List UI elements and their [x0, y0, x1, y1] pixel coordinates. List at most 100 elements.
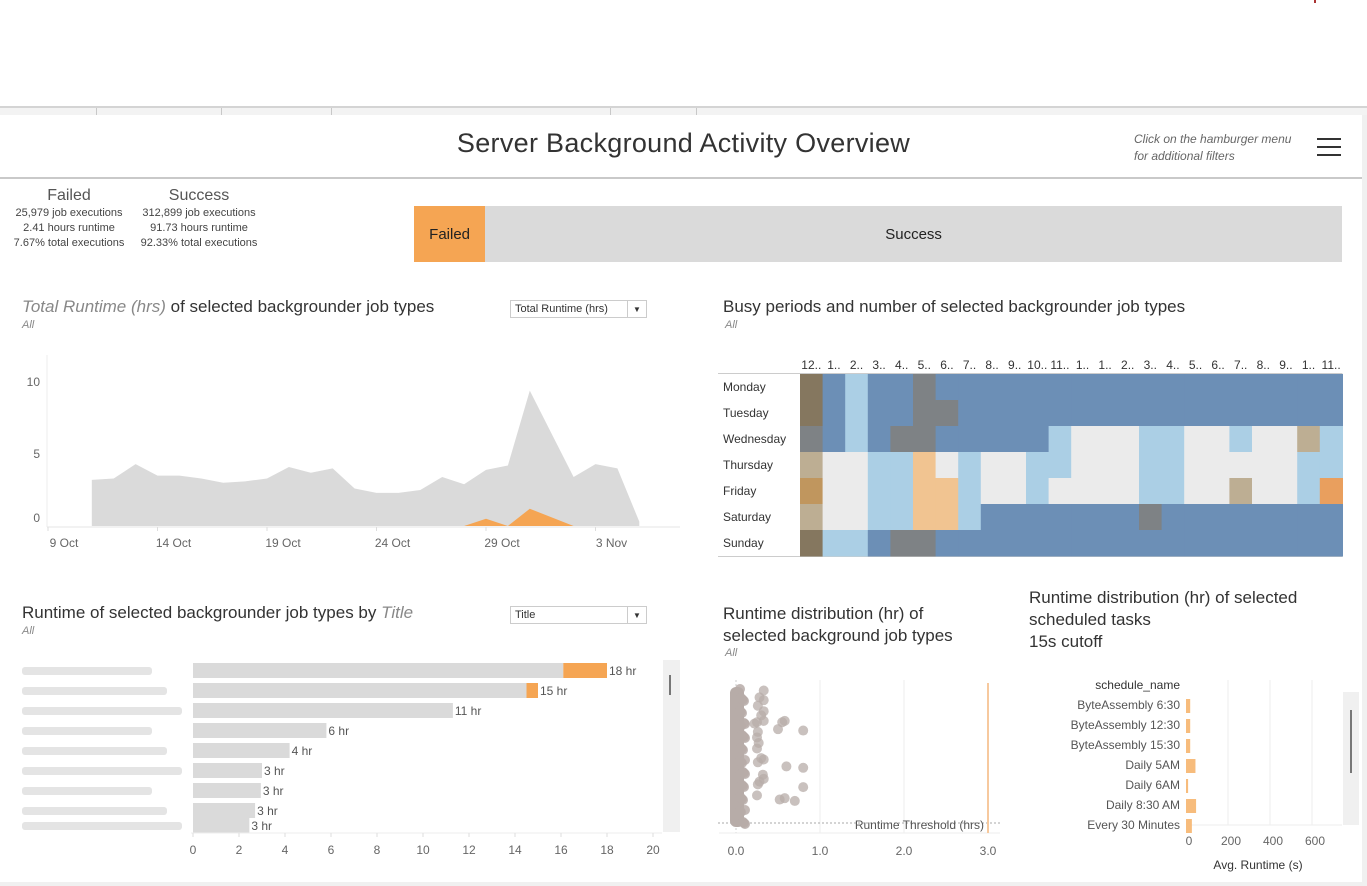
- right-scroll-strip[interactable]: [1362, 115, 1367, 886]
- heatmap-cell[interactable]: [913, 374, 937, 401]
- heatmap-cell[interactable]: [1184, 374, 1208, 401]
- heatmap-cell[interactable]: [1184, 426, 1208, 453]
- heatmap-cell[interactable]: [1229, 504, 1253, 531]
- heatmap-cell[interactable]: [1026, 530, 1050, 557]
- heatmap-cell[interactable]: [935, 504, 959, 531]
- heatmap-cell[interactable]: [1139, 452, 1163, 479]
- schedule-bar[interactable]: [1186, 719, 1191, 733]
- scatter-point[interactable]: [789, 795, 800, 806]
- heatmap-cell[interactable]: [1003, 452, 1027, 479]
- heatmap-cell[interactable]: [1161, 452, 1185, 479]
- heatmap-cell[interactable]: [1093, 426, 1117, 453]
- heatmap-cell[interactable]: [935, 400, 959, 427]
- heatmap-cell[interactable]: [867, 452, 891, 479]
- heatmap-cell[interactable]: [1093, 400, 1117, 427]
- runtime-distribution-scatter[interactable]: Runtime Threshold (hrs) 0.0 1.0 2.0 3.0: [715, 675, 1015, 865]
- heatmap-cell[interactable]: [1116, 504, 1140, 531]
- heatmap-cell[interactable]: [913, 452, 937, 479]
- scatter-point[interactable]: [735, 684, 745, 694]
- heatmap-cell[interactable]: [1048, 426, 1072, 453]
- heatmap-cell[interactable]: [1229, 374, 1253, 401]
- heatmap-cell[interactable]: [1026, 400, 1050, 427]
- heatmap-cell[interactable]: [1297, 478, 1321, 505]
- heatmap-cell[interactable]: [913, 400, 937, 427]
- heatmap-cell[interactable]: [1319, 400, 1343, 427]
- heatmap-cell[interactable]: [958, 504, 982, 531]
- heatmap-cell[interactable]: [1229, 426, 1253, 453]
- heatmap-cell[interactable]: [980, 400, 1004, 427]
- scatter-point[interactable]: [756, 753, 767, 764]
- heatmap-cell[interactable]: [1252, 426, 1276, 453]
- heatmap-cell[interactable]: [935, 530, 959, 557]
- heatmap-cell[interactable]: [1071, 374, 1095, 401]
- vertical-scrollbar[interactable]: [663, 660, 680, 832]
- heatmap-cell[interactable]: [935, 478, 959, 505]
- heatmap-cell[interactable]: [1252, 478, 1276, 505]
- heatmap-cell[interactable]: [1116, 452, 1140, 479]
- scatter-point[interactable]: [738, 767, 748, 777]
- scatter-point[interactable]: [752, 790, 762, 801]
- heatmap-cell[interactable]: [980, 426, 1004, 453]
- scatter-point[interactable]: [738, 817, 748, 827]
- heatmap-cell[interactable]: [1274, 400, 1298, 427]
- bar-success[interactable]: [193, 818, 250, 833]
- heatmap-cell[interactable]: [1319, 530, 1343, 557]
- heatmap-cell[interactable]: [980, 504, 1004, 531]
- status-ratio-bar[interactable]: Failed Success: [414, 206, 1342, 262]
- area-series-success[interactable]: [91, 390, 640, 526]
- heatmap-cell[interactable]: [800, 530, 824, 557]
- heatmap-cell[interactable]: [1093, 478, 1117, 505]
- heatmap-cell[interactable]: [1093, 504, 1117, 531]
- heatmap-cell[interactable]: [890, 374, 914, 401]
- heatmap-cell[interactable]: [1071, 530, 1095, 557]
- heatmap-cell[interactable]: [1003, 426, 1027, 453]
- scatter-point[interactable]: [737, 780, 747, 790]
- heatmap-cell[interactable]: [1139, 426, 1163, 453]
- heatmap-cell[interactable]: [1319, 374, 1343, 401]
- scatter-point[interactable]: [740, 805, 750, 815]
- heatmap-cell[interactable]: [822, 452, 846, 479]
- tab-strip[interactable]: [0, 106, 1367, 115]
- heatmap-cell[interactable]: [1297, 426, 1321, 453]
- heatmap-cell[interactable]: [1048, 504, 1072, 531]
- heatmap-cell[interactable]: [913, 478, 937, 505]
- hamburger-icon[interactable]: [1317, 138, 1341, 156]
- heatmap-cell[interactable]: [822, 530, 846, 557]
- heatmap-cell[interactable]: [1184, 452, 1208, 479]
- scrollbar-thumb[interactable]: [669, 675, 671, 695]
- heatmap-cell[interactable]: [1319, 426, 1343, 453]
- scatter-point[interactable]: [737, 730, 747, 740]
- heatmap-cell[interactable]: [890, 504, 914, 531]
- heatmap-cell[interactable]: [1319, 478, 1343, 505]
- heatmap-cell[interactable]: [1297, 452, 1321, 479]
- schedule-bar[interactable]: [1186, 699, 1191, 713]
- bar-success[interactable]: [193, 703, 453, 718]
- heatmap-cell[interactable]: [980, 374, 1004, 401]
- scatter-point[interactable]: [736, 693, 746, 703]
- heatmap-cell[interactable]: [913, 426, 937, 453]
- heatmap-cell[interactable]: [1274, 374, 1298, 401]
- heatmap-cell[interactable]: [1026, 478, 1050, 505]
- heatmap-cell[interactable]: [1026, 426, 1050, 453]
- heatmap-cell[interactable]: [890, 478, 914, 505]
- heatmap-cell[interactable]: [1003, 478, 1027, 505]
- scatter-point[interactable]: [779, 715, 790, 726]
- scatter-point[interactable]: [735, 792, 745, 802]
- heatmap-cell[interactable]: [1184, 504, 1208, 531]
- heatmap-cell[interactable]: [800, 374, 824, 401]
- heatmap-cell[interactable]: [800, 452, 824, 479]
- heatmap-cell[interactable]: [1048, 452, 1072, 479]
- heatmap-cell[interactable]: [1184, 400, 1208, 427]
- heatmap-cell[interactable]: [1274, 452, 1298, 479]
- heatmap-cell[interactable]: [845, 478, 869, 505]
- heatmap-cell[interactable]: [1161, 400, 1185, 427]
- heatmap-cell[interactable]: [1139, 374, 1163, 401]
- heatmap-cell[interactable]: [1274, 504, 1298, 531]
- heatmap-cell[interactable]: [800, 400, 824, 427]
- bar-success[interactable]: [193, 723, 327, 738]
- heatmap-cell[interactable]: [1139, 530, 1163, 557]
- heatmap-cell[interactable]: [822, 478, 846, 505]
- scatter-point[interactable]: [798, 782, 809, 793]
- heatmap-cell[interactable]: [1161, 478, 1185, 505]
- heatmap-cell[interactable]: [1319, 452, 1343, 479]
